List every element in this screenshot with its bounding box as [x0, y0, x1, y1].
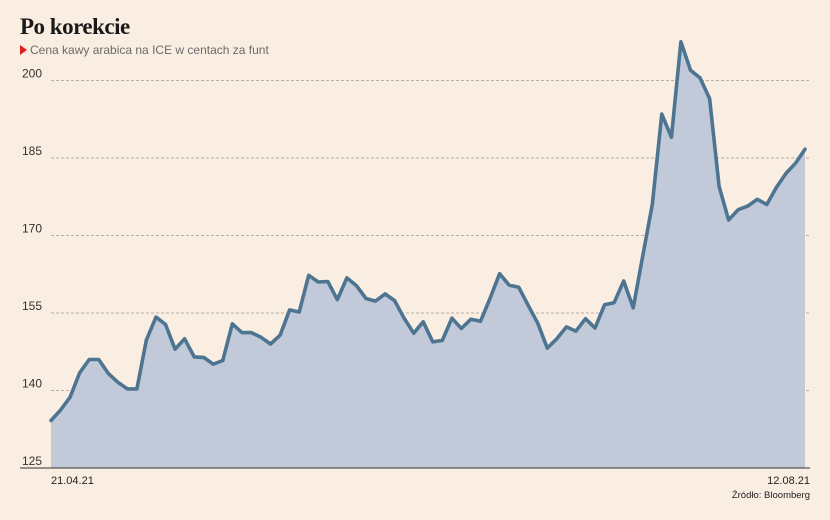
y-tick-label: 140: [22, 377, 42, 391]
red-triangle-icon: [20, 45, 27, 55]
price-line: [49, 39, 807, 423]
y-tick-label: 155: [22, 299, 42, 313]
axes: 125 140 155 170 185 200 21.04.21 12.08.21: [20, 67, 810, 487]
y-tick-label: 185: [22, 144, 42, 158]
chart-title: Po korekcie: [20, 14, 130, 39]
subtitle-text: Cena kawy arabica na ICE w centach za fu…: [30, 43, 269, 57]
x-tick-label-end: 12.08.21: [767, 475, 810, 487]
y-tick-label: 170: [22, 222, 42, 236]
series-line: [49, 39, 807, 423]
x-tick-label-start: 21.04.21: [51, 475, 94, 487]
area-fill: [51, 41, 805, 469]
source-note: Źródło: Bloomberg: [731, 490, 810, 501]
y-tick-label: 200: [22, 67, 42, 81]
chart-subtitle: Cena kawy arabica na ICE w centach za fu…: [20, 43, 269, 57]
y-tick-label: 125: [22, 454, 42, 468]
price-area: [51, 41, 805, 469]
